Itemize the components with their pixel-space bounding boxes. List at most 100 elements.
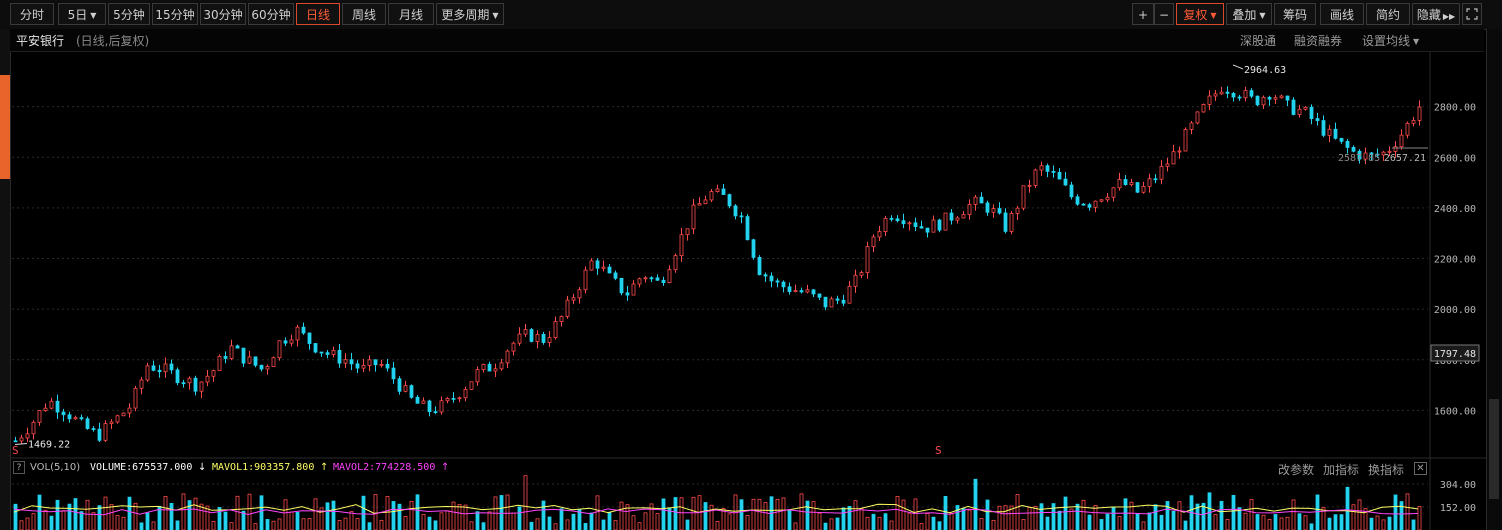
switch-indicator-link[interactable]: 换指标 <box>1368 463 1405 477</box>
volume-bar <box>1321 506 1326 530</box>
volume-bar <box>85 499 90 530</box>
candle-body <box>1207 95 1212 105</box>
candle-body <box>1291 99 1296 115</box>
candle-body <box>907 222 912 225</box>
close-icon[interactable]: ✕ <box>1414 462 1427 475</box>
candle-body <box>817 293 822 298</box>
candle-body <box>265 366 270 370</box>
candle-body <box>607 266 612 274</box>
candle-body <box>1345 140 1350 148</box>
candle-body <box>535 334 540 342</box>
tab-15min[interactable]: 15分钟 <box>152 3 198 25</box>
volume-bar <box>1351 504 1356 530</box>
volume-bar <box>355 518 360 530</box>
volume-bar <box>247 493 252 530</box>
scrollbar[interactable] <box>1489 399 1499 499</box>
volume-bar <box>1213 514 1218 530</box>
tab-5day[interactable]: 5日 ▼ <box>58 3 106 25</box>
candle-body <box>823 296 828 308</box>
tab-30min[interactable]: 30分钟 <box>200 3 246 25</box>
candle-body <box>343 359 348 364</box>
shengutong-link[interactable]: 深股通 <box>1240 34 1277 48</box>
zoom-in-button[interactable]: + <box>1132 3 1154 25</box>
candle-body <box>403 385 408 392</box>
candle-body <box>1381 151 1386 156</box>
volume-bar <box>145 512 150 530</box>
volume-bar <box>1357 499 1362 530</box>
candle-body <box>115 415 120 423</box>
set-ma-link[interactable]: 设置均线 ▼ <box>1362 34 1420 48</box>
volume-bar <box>541 500 546 530</box>
candle-body <box>1369 152 1374 155</box>
candle-body <box>1321 120 1326 136</box>
candle-body <box>829 298 834 308</box>
add-indicator-link[interactable]: 加指标 <box>1323 463 1360 477</box>
candle-body <box>937 219 942 231</box>
candle-body <box>613 272 618 279</box>
help-icon[interactable]: ? <box>13 461 25 474</box>
volume-bar <box>1405 493 1410 530</box>
tab-weekly[interactable]: 周线 <box>342 3 386 25</box>
volume-bar <box>871 513 876 530</box>
rongzi-link[interactable]: 融资融券 <box>1294 34 1343 48</box>
candle-body <box>991 208 996 213</box>
y-tick-label: 1600.00 <box>1434 406 1476 417</box>
change-params-link[interactable]: 改参数 <box>1278 463 1315 477</box>
candle-body <box>259 364 264 370</box>
volume-bar <box>829 518 834 530</box>
candle-body <box>1363 152 1368 160</box>
candle-body <box>733 205 738 217</box>
tab-more-periods[interactable]: 更多周期 ▼ <box>436 3 504 25</box>
jianyue-button[interactable]: 简约 <box>1366 3 1410 25</box>
candle-body <box>1183 129 1188 152</box>
tab-fenshi[interactable]: 分时 <box>10 3 54 25</box>
volume-bar <box>529 521 534 530</box>
candle-body <box>1009 213 1014 232</box>
candle-body <box>127 407 132 414</box>
volume-bar <box>1069 508 1074 530</box>
tab-monthly[interactable]: 月线 <box>388 3 434 25</box>
yincang-button[interactable]: 隐藏 ▶▶ <box>1412 3 1460 25</box>
candle-body <box>637 278 642 285</box>
candle-body <box>1387 150 1392 153</box>
candle-body <box>865 246 870 274</box>
fullscreen-button[interactable] <box>1462 3 1482 25</box>
volume-bar <box>37 494 42 530</box>
volume-bar <box>1117 516 1122 530</box>
candle-body <box>853 274 858 287</box>
candle-body <box>1219 91 1224 95</box>
candle-body <box>979 196 984 204</box>
huaxian-button[interactable]: 画线 <box>1320 3 1364 25</box>
volume-bar <box>271 520 276 530</box>
candle-body <box>193 377 198 392</box>
period-toolbar: 分时 5日 ▼ 5分钟 15分钟 30分钟 60分钟 日线 周线 月线 更多周期 ▼… <box>0 0 1502 30</box>
tab-daily[interactable]: 日线 <box>296 3 340 25</box>
tab-60min[interactable]: 60分钟 <box>248 3 294 25</box>
candle-body <box>1045 165 1050 172</box>
volume-bar <box>637 522 642 530</box>
volume-bar <box>1255 514 1260 530</box>
diejia-button[interactable]: 叠加 ▼ <box>1226 3 1272 25</box>
volume-bar <box>1057 510 1062 530</box>
candle-body <box>511 342 516 352</box>
chouma-button[interactable]: 筹码 <box>1274 3 1316 25</box>
tab-5min[interactable]: 5分钟 <box>108 3 150 25</box>
y-tick-label: 2600.00 <box>1434 153 1476 164</box>
volume-bar <box>727 513 732 530</box>
volume-bar <box>1165 501 1170 530</box>
volume-bar <box>901 499 906 530</box>
candle-body <box>349 359 354 365</box>
volume-bar <box>1345 486 1350 530</box>
candle-body <box>847 285 852 304</box>
volume-bar <box>1123 498 1128 530</box>
zoom-out-button[interactable]: − <box>1154 3 1174 25</box>
volume-bar <box>1309 523 1314 530</box>
volume-bar <box>625 504 630 530</box>
candle-body <box>1051 170 1056 173</box>
fuquan-button[interactable]: 复权 ▼ <box>1176 3 1224 25</box>
candle-body <box>1309 106 1314 119</box>
volume-bar <box>1207 492 1212 530</box>
left-tab-highlight[interactable] <box>0 75 10 179</box>
volume-bar <box>571 513 576 530</box>
